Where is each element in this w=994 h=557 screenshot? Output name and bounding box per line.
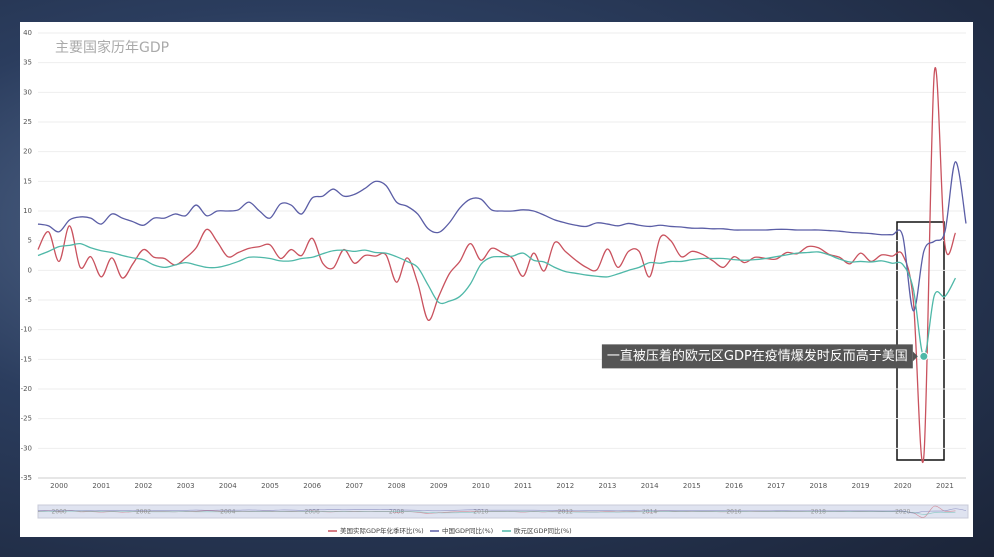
x-tick-label: 2007 [345, 482, 363, 490]
y-tick-label: 35 [23, 59, 32, 67]
zoom-series-line [37, 510, 956, 515]
annotation-text: 一直被压着的欧元区GDP在疫情爆发时反而高于美国 [607, 348, 908, 364]
y-tick-label: -10 [21, 326, 32, 334]
x-tick-label: 2009 [430, 482, 448, 490]
x-tick-label: 2003 [177, 482, 195, 490]
y-tick-label: -25 [21, 415, 32, 423]
y-tick-label: 5 [28, 237, 32, 245]
x-tick-label: 2006 [303, 482, 321, 490]
x-tick-label: 2021 [936, 482, 954, 490]
y-tick-label: -5 [25, 296, 32, 304]
y-tick-label: -35 [21, 474, 32, 482]
x-tick-label: 2019 [852, 482, 870, 490]
series-line [37, 161, 967, 312]
x-tick-label: 2013 [599, 482, 617, 490]
x-tick-label: 2008 [388, 482, 406, 490]
y-tick-label: 0 [28, 266, 32, 274]
x-tick-label: 2020 [894, 482, 912, 490]
x-tick-label: 2010 [472, 482, 490, 490]
x-tick-label: 2002 [135, 482, 153, 490]
x-tick-label: 2000 [50, 482, 68, 490]
x-tick-label: 2011 [514, 482, 532, 490]
series-line [37, 242, 957, 358]
x-tick-label: 2014 [641, 482, 659, 490]
legend-label[interactable]: 欧元区GDP同比(%) [514, 526, 572, 535]
annotation-box [601, 344, 913, 369]
x-tick-label: 2005 [261, 482, 279, 490]
y-tick-label: -20 [21, 385, 32, 393]
zoom-series-line [37, 508, 967, 514]
y-tick-label: -15 [21, 355, 32, 363]
legend-label[interactable]: 中国GDP同比(%) [442, 526, 493, 535]
panel [20, 22, 973, 537]
y-tick-label: 40 [23, 29, 32, 37]
zoom-label: 2016 [726, 509, 741, 516]
x-tick-label: 2001 [92, 482, 110, 490]
zoom-label: 2006 [305, 509, 320, 516]
x-tick-label: 2004 [219, 482, 237, 490]
annotation-marker[interactable] [919, 351, 929, 361]
highlight-box [896, 221, 945, 461]
y-tick-label: 25 [23, 118, 32, 126]
x-tick-label: 2016 [725, 482, 743, 490]
y-tick-label: 15 [23, 177, 32, 185]
zoom-label: 2018 [811, 509, 826, 516]
x-tick-label: 2015 [683, 482, 701, 490]
x-tick-label: 2018 [809, 482, 827, 490]
x-tick-label: 2012 [556, 482, 574, 490]
x-tick-label: 2017 [767, 482, 785, 490]
y-tick-label: 20 [23, 148, 32, 156]
zoom-label: 2002 [136, 509, 151, 516]
y-tick-label: 10 [23, 207, 32, 215]
y-tick-label: 30 [23, 88, 32, 96]
chart-title: 主要国家历年GDP [55, 39, 169, 56]
annotation-pointer [912, 351, 918, 362]
zoom-label: 2000 [51, 509, 66, 516]
legend-label[interactable]: 美国实际GDP年化季环比(%) [340, 526, 424, 535]
y-tick-label: -30 [21, 444, 32, 452]
